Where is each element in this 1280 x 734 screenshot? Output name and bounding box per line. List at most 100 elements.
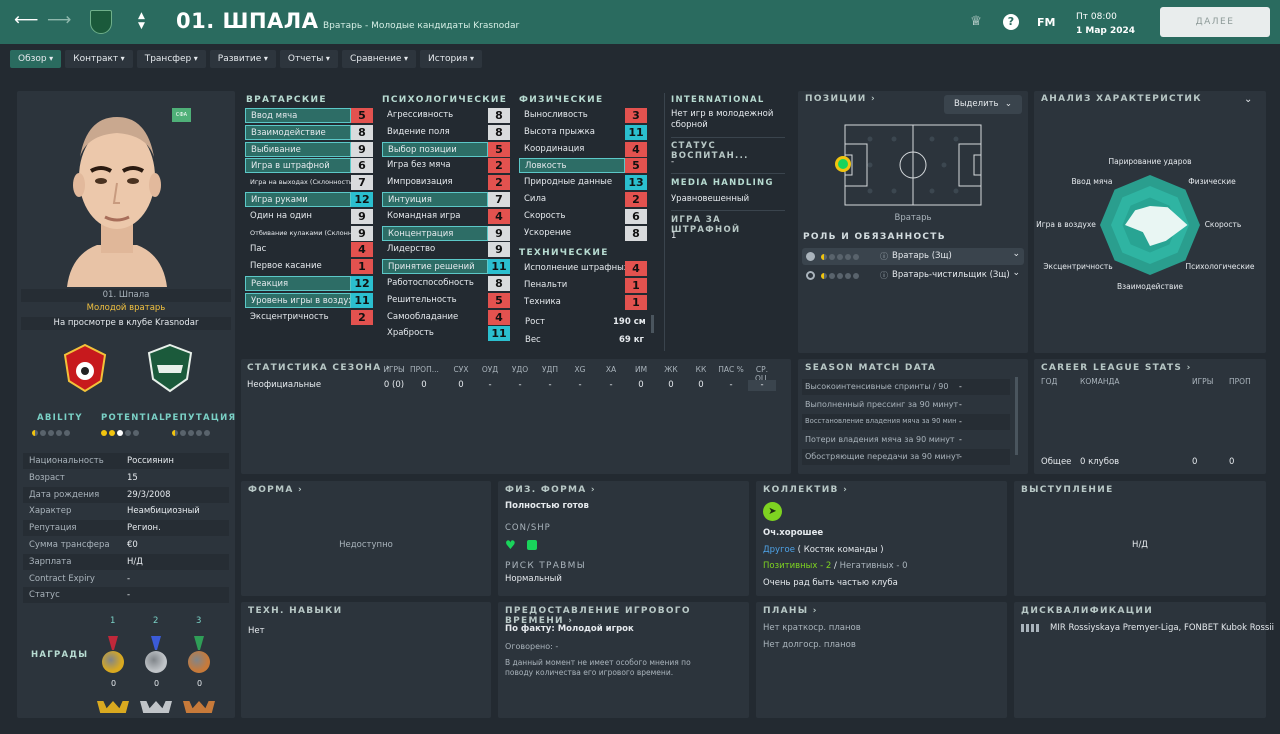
attribute-row[interactable]: Пас 4 [245, 242, 373, 258]
player-switch-arrows-icon[interactable]: ▲ ▼ [138, 11, 145, 31]
attribute-row[interactable]: Игра на выходах (Склонность) 7 [245, 175, 373, 191]
radio-icon[interactable] [806, 271, 815, 280]
attribute-row[interactable]: Лидерство 9 [382, 242, 510, 258]
youth-status-title: СТАТУС ВОСПИТАН... [671, 141, 749, 161]
forward-arrow-icon[interactable]: ⟶ [47, 10, 72, 30]
role-row[interactable]: ⓘ Вратарь-чистильщик (Зщ) ⌄ [802, 267, 1024, 284]
positive-relations[interactable]: Позитивных - 2 [763, 561, 832, 571]
back-arrow-icon[interactable]: ⟵ [14, 10, 39, 30]
attribute-value: 4 [488, 309, 510, 325]
match-data-scrollbar[interactable] [1015, 377, 1018, 455]
season-col-header[interactable]: КК [695, 365, 707, 374]
attribute-row[interactable]: Сила 2 [519, 192, 647, 207]
attribute-row[interactable]: Координация 4 [519, 141, 647, 157]
attribute-row[interactable]: Самообладание 4 [382, 309, 510, 325]
attribute-row[interactable]: Природные данные 13 [519, 175, 647, 191]
attribute-row[interactable]: Игра руками 12 [245, 192, 373, 207]
club-crest-large-icon[interactable] [145, 343, 195, 393]
penalty-area-title: ИГРА ЗА ШТРАФНОЙ [671, 215, 741, 235]
nation-crest-icon[interactable] [63, 343, 107, 393]
tab-contract[interactable]: Контракт [65, 50, 133, 68]
career-title[interactable]: CAREER LEAGUE STATS › [1041, 363, 1192, 373]
tab-comparison[interactable]: Сравнение [341, 50, 417, 68]
attribute-row[interactable]: Принятие решений 11 [382, 259, 510, 275]
highlight-select[interactable]: Выделить ⌄ [944, 95, 1022, 114]
attribute-row[interactable]: Исполнение штрафных 4 [519, 261, 647, 276]
attribute-row[interactable]: Игра без мяча 2 [382, 158, 510, 174]
attribute-row[interactable]: Храбрость 11 [382, 326, 510, 342]
attribute-row[interactable]: Ловкость 5 [519, 158, 647, 174]
season-col-header[interactable]: УДП [541, 365, 559, 374]
attribute-row[interactable]: Работоспособность 8 [382, 276, 510, 291]
attribute-row[interactable]: Интуиция 7 [382, 192, 510, 207]
radar-label: Ввод мяча [1072, 177, 1113, 186]
tab-reports[interactable]: Отчеты [279, 50, 338, 68]
medal-icon[interactable] [102, 651, 124, 673]
season-col-header[interactable]: СУХ [453, 365, 469, 374]
attribute-row[interactable]: Агрессивность 8 [382, 108, 510, 123]
playtime-title[interactable]: ПРЕДОСТАВЛЕНИЕ ИГРОВОГО ВРЕМЕНИ › [505, 606, 691, 626]
medal-icon[interactable] [188, 651, 210, 673]
medal-icon[interactable] [145, 651, 167, 673]
season-col-header[interactable]: ПРОП... [410, 365, 439, 374]
form-title[interactable]: ФОРМА › [248, 485, 304, 495]
positions-title[interactable]: ПОЗИЦИИ › [805, 94, 877, 104]
attribute-row[interactable]: Игра в штрафной 6 [245, 158, 373, 174]
role-row[interactable]: ⓘ Вратарь (Зщ) ⌄ [802, 248, 1024, 265]
season-col-header[interactable]: ОУД [481, 365, 499, 374]
fitness-title[interactable]: ФИЗ. ФОРМА › [505, 485, 596, 495]
attribute-row[interactable]: Концентрация 9 [382, 225, 510, 241]
season-col-header[interactable]: СР. ОЦ. [754, 365, 770, 383]
attributes-scrollbar[interactable] [651, 315, 654, 333]
help-icon[interactable]: ? [1003, 14, 1019, 30]
continue-button[interactable]: ДАЛЕЕ [1160, 7, 1270, 37]
season-col-header[interactable]: XG [574, 365, 586, 374]
season-col-header[interactable]: УДО [511, 365, 529, 374]
tab-transfer[interactable]: Трансфер [136, 50, 206, 68]
fm-logo[interactable]: FM [1037, 16, 1056, 29]
attribute-row[interactable]: Ускорение 8 [519, 225, 647, 241]
squad-group-link[interactable]: Другое [763, 545, 795, 555]
tab-overview[interactable]: Обзор [10, 50, 62, 68]
attribute-row[interactable]: Эксцентричность 2 [245, 309, 373, 325]
attribute-row[interactable]: Пенальти 1 [519, 277, 647, 293]
attribute-row[interactable]: Скорость 6 [519, 208, 647, 224]
chevron-down-icon[interactable]: ⌄ [1244, 94, 1253, 105]
attribute-row[interactable]: Реакция 12 [245, 276, 373, 291]
squad-title[interactable]: КОЛЛЕКТИВ › [763, 485, 849, 495]
attribute-row[interactable]: Высота прыжка 11 [519, 124, 647, 140]
attribute-row[interactable]: Выбивание 9 [245, 141, 373, 157]
negative-relations[interactable]: Негативных - 0 [839, 561, 908, 571]
chevron-down-icon[interactable]: ⌄ [1012, 249, 1020, 259]
tab-history[interactable]: История [420, 50, 482, 68]
season-col-header[interactable]: XA [605, 365, 617, 374]
season-col-header[interactable]: ЖК [664, 365, 678, 374]
squad-rating: Оч.хорошее [763, 528, 824, 538]
radio-icon[interactable] [806, 252, 815, 261]
trophy-icon[interactable]: ♕ [970, 14, 982, 29]
season-col-header[interactable]: ИГРЫ [383, 365, 405, 374]
attribute-row[interactable]: Один на один 9 [245, 208, 373, 224]
attribute-row[interactable]: Импровизация 2 [382, 175, 510, 191]
season-col-header[interactable]: ПАС % [718, 365, 744, 374]
attribute-row[interactable]: Ввод мяча 5 [245, 108, 373, 123]
plans-title[interactable]: ПЛАНЫ › [763, 606, 818, 616]
attribute-row[interactable]: Командная игра 4 [382, 208, 510, 224]
season-col-header[interactable]: ИМ [634, 365, 648, 374]
gk-position-marker-icon[interactable] [835, 156, 851, 172]
chevron-down-icon[interactable]: ⌄ [1012, 268, 1020, 278]
attribute-row[interactable]: Выносливость 3 [519, 108, 647, 123]
season-stats-title[interactable]: СТАТИСТИКА СЕЗОНА › [247, 363, 391, 373]
attribute-row[interactable]: Отбивание кулаками (Склонность)9 [245, 225, 373, 241]
attribute-row[interactable]: Видение поля 8 [382, 124, 510, 140]
page-subtitle[interactable]: Вратарь - Молодые кандидаты Krasnodar [323, 21, 520, 31]
info-icon[interactable]: ⓘ [880, 271, 888, 280]
info-icon[interactable]: ⓘ [880, 252, 888, 261]
attribute-row[interactable]: Техника 1 [519, 294, 647, 310]
attribute-row[interactable]: Взаимодействие 8 [245, 124, 373, 140]
attribute-row[interactable]: Решительность 5 [382, 292, 510, 308]
attribute-row[interactable]: Выбор позиции 5 [382, 141, 510, 157]
attribute-row[interactable]: Первое касание 1 [245, 259, 373, 275]
tab-development[interactable]: Развитие [209, 50, 276, 68]
attribute-row[interactable]: Уровень игры в воздухе 11 [245, 292, 373, 308]
